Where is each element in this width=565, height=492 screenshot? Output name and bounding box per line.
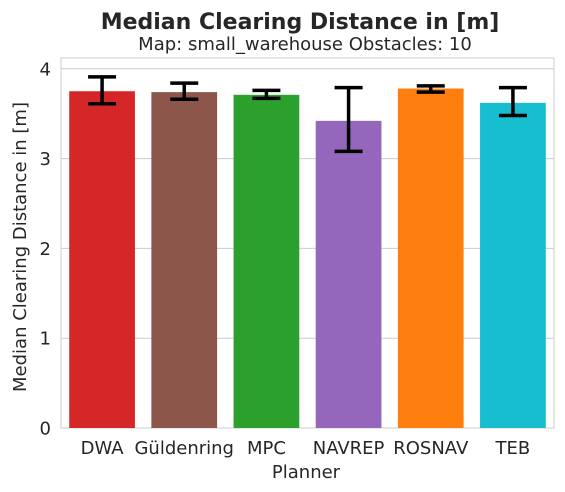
plot-area: DWA Güldenring MPC NAVREP ROSNAV TEB 0 1 2 3 4 — [40, 57, 555, 459]
x-axis-label: Planner — [272, 462, 341, 483]
chart-title: Median Clearing Distance in [m] — [101, 10, 500, 35]
error-bar — [88, 75, 117, 106]
bar-teb — [480, 102, 546, 428]
y-axis-label: Median Clearing Distance in [m] — [10, 102, 31, 392]
error-bar — [334, 85, 363, 154]
y-tick-label: 2 — [40, 239, 51, 260]
bar-güldenring — [151, 92, 218, 428]
x-tick-label: NAVREP — [313, 438, 385, 459]
bar-rosnav — [397, 88, 464, 428]
y-tick-label: 3 — [40, 149, 51, 170]
x-tick-label: MPC — [247, 438, 286, 459]
bar-dwa — [69, 91, 135, 429]
error-bar — [416, 84, 445, 94]
chart-subtitle: Map: small_warehouse Obstacles: 10 — [138, 34, 472, 55]
x-tick-label: DWA — [81, 438, 125, 459]
x-tick-label: TEB — [495, 438, 531, 459]
error-bar — [252, 88, 281, 101]
y-tick-label: 0 — [40, 419, 51, 440]
x-tick-label: ROSNAV — [393, 438, 469, 459]
bar-mpc — [233, 94, 300, 429]
y-tick-label: 1 — [40, 329, 51, 350]
error-bar — [170, 81, 199, 102]
x-tick-label: Güldenring — [134, 438, 234, 459]
bar-navrep — [315, 120, 382, 428]
y-tick-label: 4 — [40, 59, 51, 80]
error-bar — [498, 85, 527, 118]
plot-frame — [60, 57, 555, 429]
